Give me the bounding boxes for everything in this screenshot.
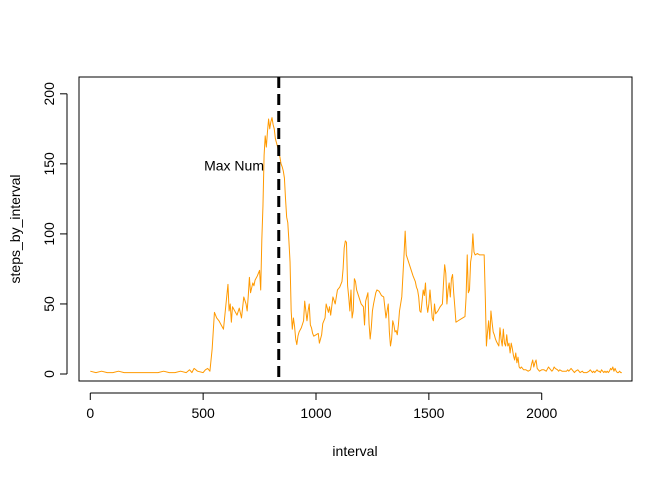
x-tick-label: 1500 bbox=[413, 405, 444, 421]
data-layer bbox=[90, 77, 622, 381]
y-axis: 0 50 100 150 200 bbox=[41, 82, 68, 378]
y-axis-label: steps_by_interval bbox=[7, 175, 23, 284]
y-tick-label: 50 bbox=[41, 296, 57, 312]
x-axis-label: interval bbox=[332, 443, 377, 459]
series-line-0 bbox=[90, 117, 622, 374]
x-tick-label: 2000 bbox=[526, 405, 557, 421]
x-tick-label: 1000 bbox=[300, 405, 331, 421]
y-tick-label: 0 bbox=[41, 370, 57, 378]
y-tick-label: 200 bbox=[41, 82, 57, 106]
x-tick-label: 500 bbox=[191, 405, 215, 421]
y-tick-label: 150 bbox=[41, 152, 57, 176]
x-tick-label: 0 bbox=[86, 405, 94, 421]
x-axis: 0 500 1000 1500 2000 bbox=[86, 392, 557, 421]
max-annotation: Max Num bbox=[204, 157, 264, 173]
y-tick-label: 100 bbox=[41, 222, 57, 246]
plot-frame bbox=[78, 76, 633, 382]
